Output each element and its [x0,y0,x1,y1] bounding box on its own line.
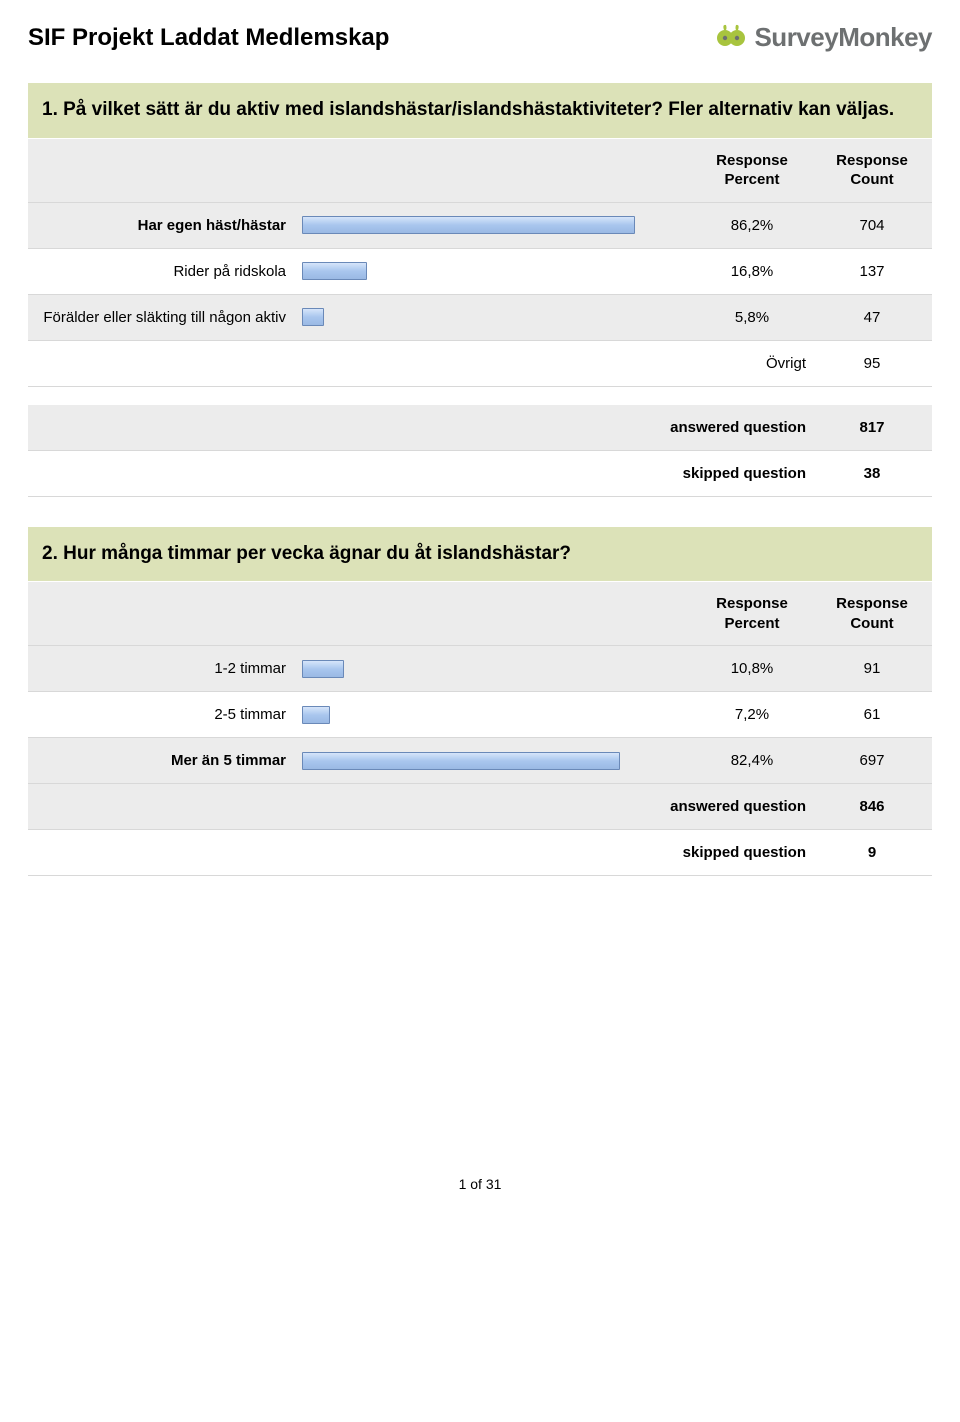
header-percent: ResponsePercent [692,139,812,202]
response-row: Mer än 5 timmar 82,4%697 [28,738,932,784]
row-percent: 5,8% [692,295,812,340]
row-count: 697 [812,738,932,783]
question-block: 2. Hur många timmar per vecka ägnar du å… [28,527,932,877]
response-row: Har egen häst/hästar 86,2%704 [28,203,932,249]
percent-bar [302,660,344,678]
answered-value: 846 [812,784,932,829]
monkey-icon [714,20,748,55]
percent-bar [302,262,367,280]
header-percent: ResponsePercent [692,582,812,645]
bar-container [298,208,692,242]
row-percent: 82,4% [692,738,812,783]
column-headers: ResponsePercentResponseCount [28,139,932,203]
bar-container [298,698,692,732]
row-label: 2-5 timmar [28,692,298,737]
row-count: 47 [812,295,932,340]
row-count: 704 [812,203,932,248]
logo-text: SurveyMonkey [754,22,932,53]
skipped-value: 9 [812,830,932,875]
question-block: 1. På vilket sätt är du aktiv med island… [28,83,932,497]
response-row: 2-5 timmar 7,2%61 [28,692,932,738]
row-percent: 10,8% [692,646,812,691]
column-headers: ResponsePercentResponseCount [28,582,932,646]
header-count: ResponseCount [812,139,932,202]
bar-container [298,300,692,334]
row-count: 61 [812,692,932,737]
bar-container [298,652,692,686]
answered-label: answered question [28,405,812,450]
row-percent: 7,2% [692,692,812,737]
response-row: Förälder eller släkting till någon aktiv… [28,295,932,341]
bar-container [298,254,692,288]
response-row: Rider på ridskola 16,8%137 [28,249,932,295]
row-count: 137 [812,249,932,294]
answered-label: answered question [28,784,812,829]
question-title: 2. Hur många timmar per vecka ägnar du å… [28,527,932,583]
row-percent: 16,8% [692,249,812,294]
response-row: 1-2 timmar 10,8%91 [28,646,932,692]
bar-container [298,744,692,778]
row-percent: 86,2% [692,203,812,248]
header-count: ResponseCount [812,582,932,645]
percent-bar [302,752,620,770]
answered-row: answered question846 [28,784,932,830]
other-label: Övrigt [28,341,812,386]
percent-bar [302,308,324,326]
skipped-value: 38 [812,451,932,496]
row-label: Förälder eller släkting till någon aktiv [28,295,298,340]
row-label: 1-2 timmar [28,646,298,691]
question-title: 1. På vilket sätt är du aktiv med island… [28,83,932,139]
answered-value: 817 [812,405,932,450]
skipped-row: skipped question38 [28,451,932,497]
answered-row: answered question817 [28,405,932,451]
page-footer: 1 of 31 [28,1176,932,1212]
page-header: SIF Projekt Laddat Medlemskap SurveyMonk… [28,20,932,55]
skipped-label: skipped question [28,830,812,875]
page-title: SIF Projekt Laddat Medlemskap [28,24,389,52]
surveymonkey-logo: SurveyMonkey [714,20,932,55]
skipped-label: skipped question [28,451,812,496]
skipped-row: skipped question9 [28,830,932,876]
row-label: Mer än 5 timmar [28,738,298,783]
row-count: 91 [812,646,932,691]
row-label: Har egen häst/hästar [28,203,298,248]
percent-bar [302,706,330,724]
other-count: 95 [812,341,932,386]
other-row: Övrigt95 [28,341,932,387]
percent-bar [302,216,635,234]
row-label: Rider på ridskola [28,249,298,294]
